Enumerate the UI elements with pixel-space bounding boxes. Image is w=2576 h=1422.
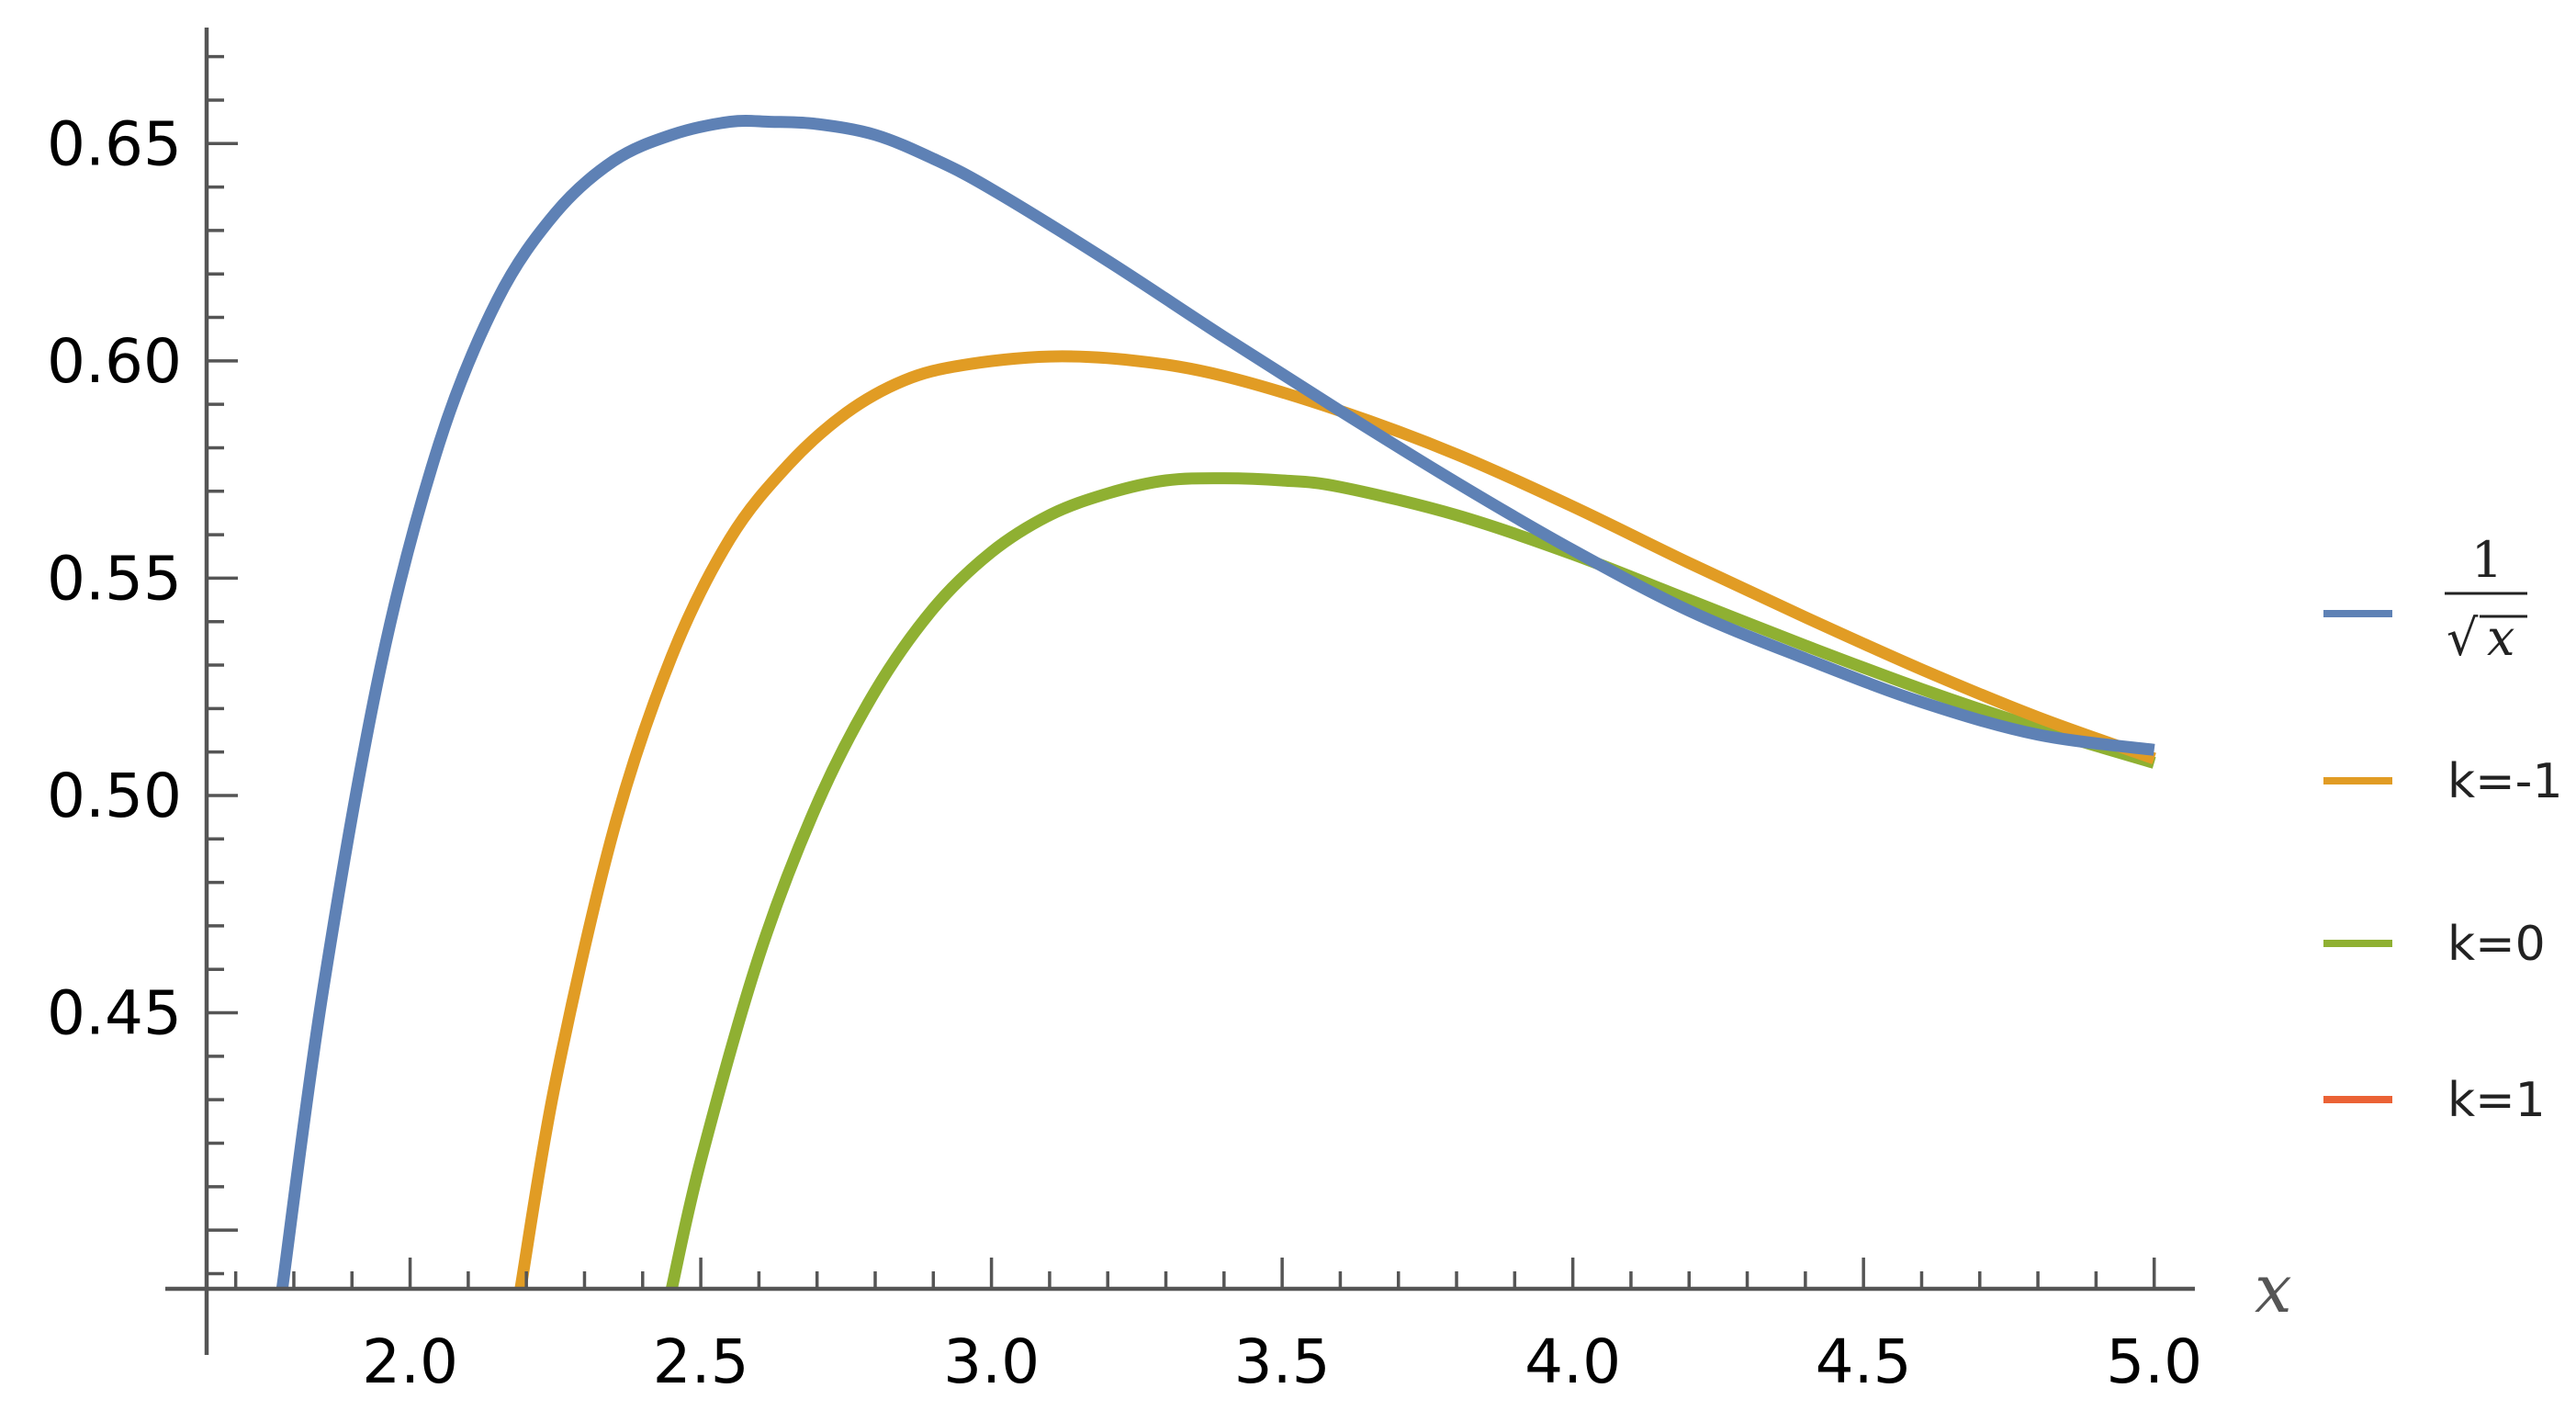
x-tick-label: 4.5 bbox=[1816, 1326, 1912, 1397]
legend: 1 √ x k=-1 k=0 k=1 bbox=[2323, 531, 2563, 1128]
series-line-2 bbox=[666, 472, 2156, 1291]
x-tick-label: 2.0 bbox=[362, 1326, 458, 1397]
x-tick-label: 2.5 bbox=[653, 1326, 749, 1397]
x-tick-label: 4.0 bbox=[1524, 1326, 1621, 1397]
series-line-0 bbox=[276, 114, 2155, 1290]
y-ticks: 0.45 0.50 0.55 0.60 0.65 bbox=[47, 54, 238, 1276]
y-tick-label: 0.50 bbox=[47, 761, 182, 831]
y-tick-label: 0.65 bbox=[47, 108, 182, 179]
axes: 2.0 2.5 3.0 3.5 4.0 4.5 5.0 0.450.500.550.600.… bbox=[47, 28, 2292, 1397]
x-tick-label: 3.5 bbox=[1234, 1326, 1331, 1397]
legend-label-numerator: 1 bbox=[2471, 531, 2503, 589]
legend-label-1: k=-1 bbox=[2447, 754, 2563, 809]
x-tick-label: 5.0 bbox=[2106, 1326, 2202, 1397]
x-tick-label: 3.0 bbox=[943, 1326, 1040, 1397]
legend-label-3: k=1 bbox=[2447, 1073, 2546, 1128]
legend-radicand: x bbox=[2487, 609, 2514, 667]
x-ticks: 2.0 2.5 3.0 3.5 4.0 4.5 5.0 bbox=[233, 1258, 2202, 1397]
y-tick-label: 0.55 bbox=[47, 543, 182, 614]
plot-lines bbox=[276, 114, 2156, 1291]
legend-label-0: 1 √ x bbox=[2445, 531, 2527, 667]
x-axis-title: x bbox=[2255, 1250, 2292, 1327]
y-tick-label: 0.45 bbox=[47, 978, 182, 1049]
y-tick-label: 0.60 bbox=[47, 326, 182, 397]
series-line-1 bbox=[514, 350, 2156, 1291]
legend-label-2: k=0 bbox=[2447, 917, 2546, 972]
legend-radical-sign: √ bbox=[2447, 609, 2479, 667]
